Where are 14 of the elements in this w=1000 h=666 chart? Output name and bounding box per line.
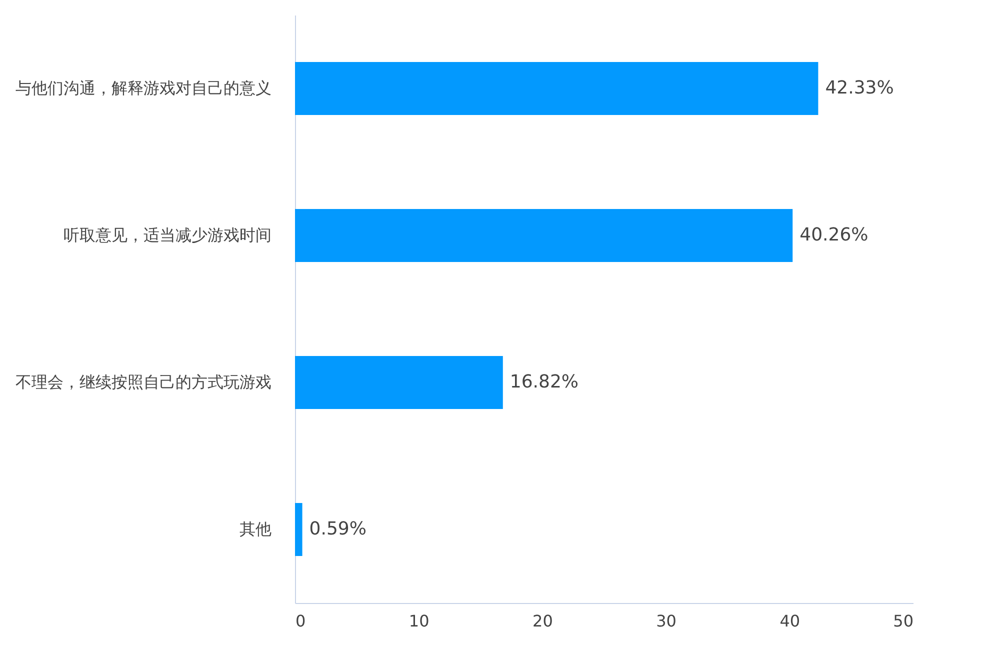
y-tick-label: 与他们沟通，解释游戏对自己的意义 [16,78,272,98]
y-tick-label: 其他 [240,520,272,538]
y-tick-label: 听取意见，适当减少游戏时间 [64,226,272,244]
data-label: 42.33% [825,78,894,98]
x-tick-label: 0 [296,612,306,630]
x-tick-label: 30 [656,612,676,630]
x-tick-label: 20 [532,612,553,630]
data-label: 0.59% [309,518,366,540]
data-label: 16.82% [510,372,579,392]
y-tick-label: 不理会，继续按照自己的方式玩游戏 [16,372,272,392]
x-tick-label: 40 [780,612,800,630]
x-tick-label: 10 [408,612,430,630]
x-tick-label: 50 [893,612,914,630]
data-label: 40.26% [800,224,868,246]
